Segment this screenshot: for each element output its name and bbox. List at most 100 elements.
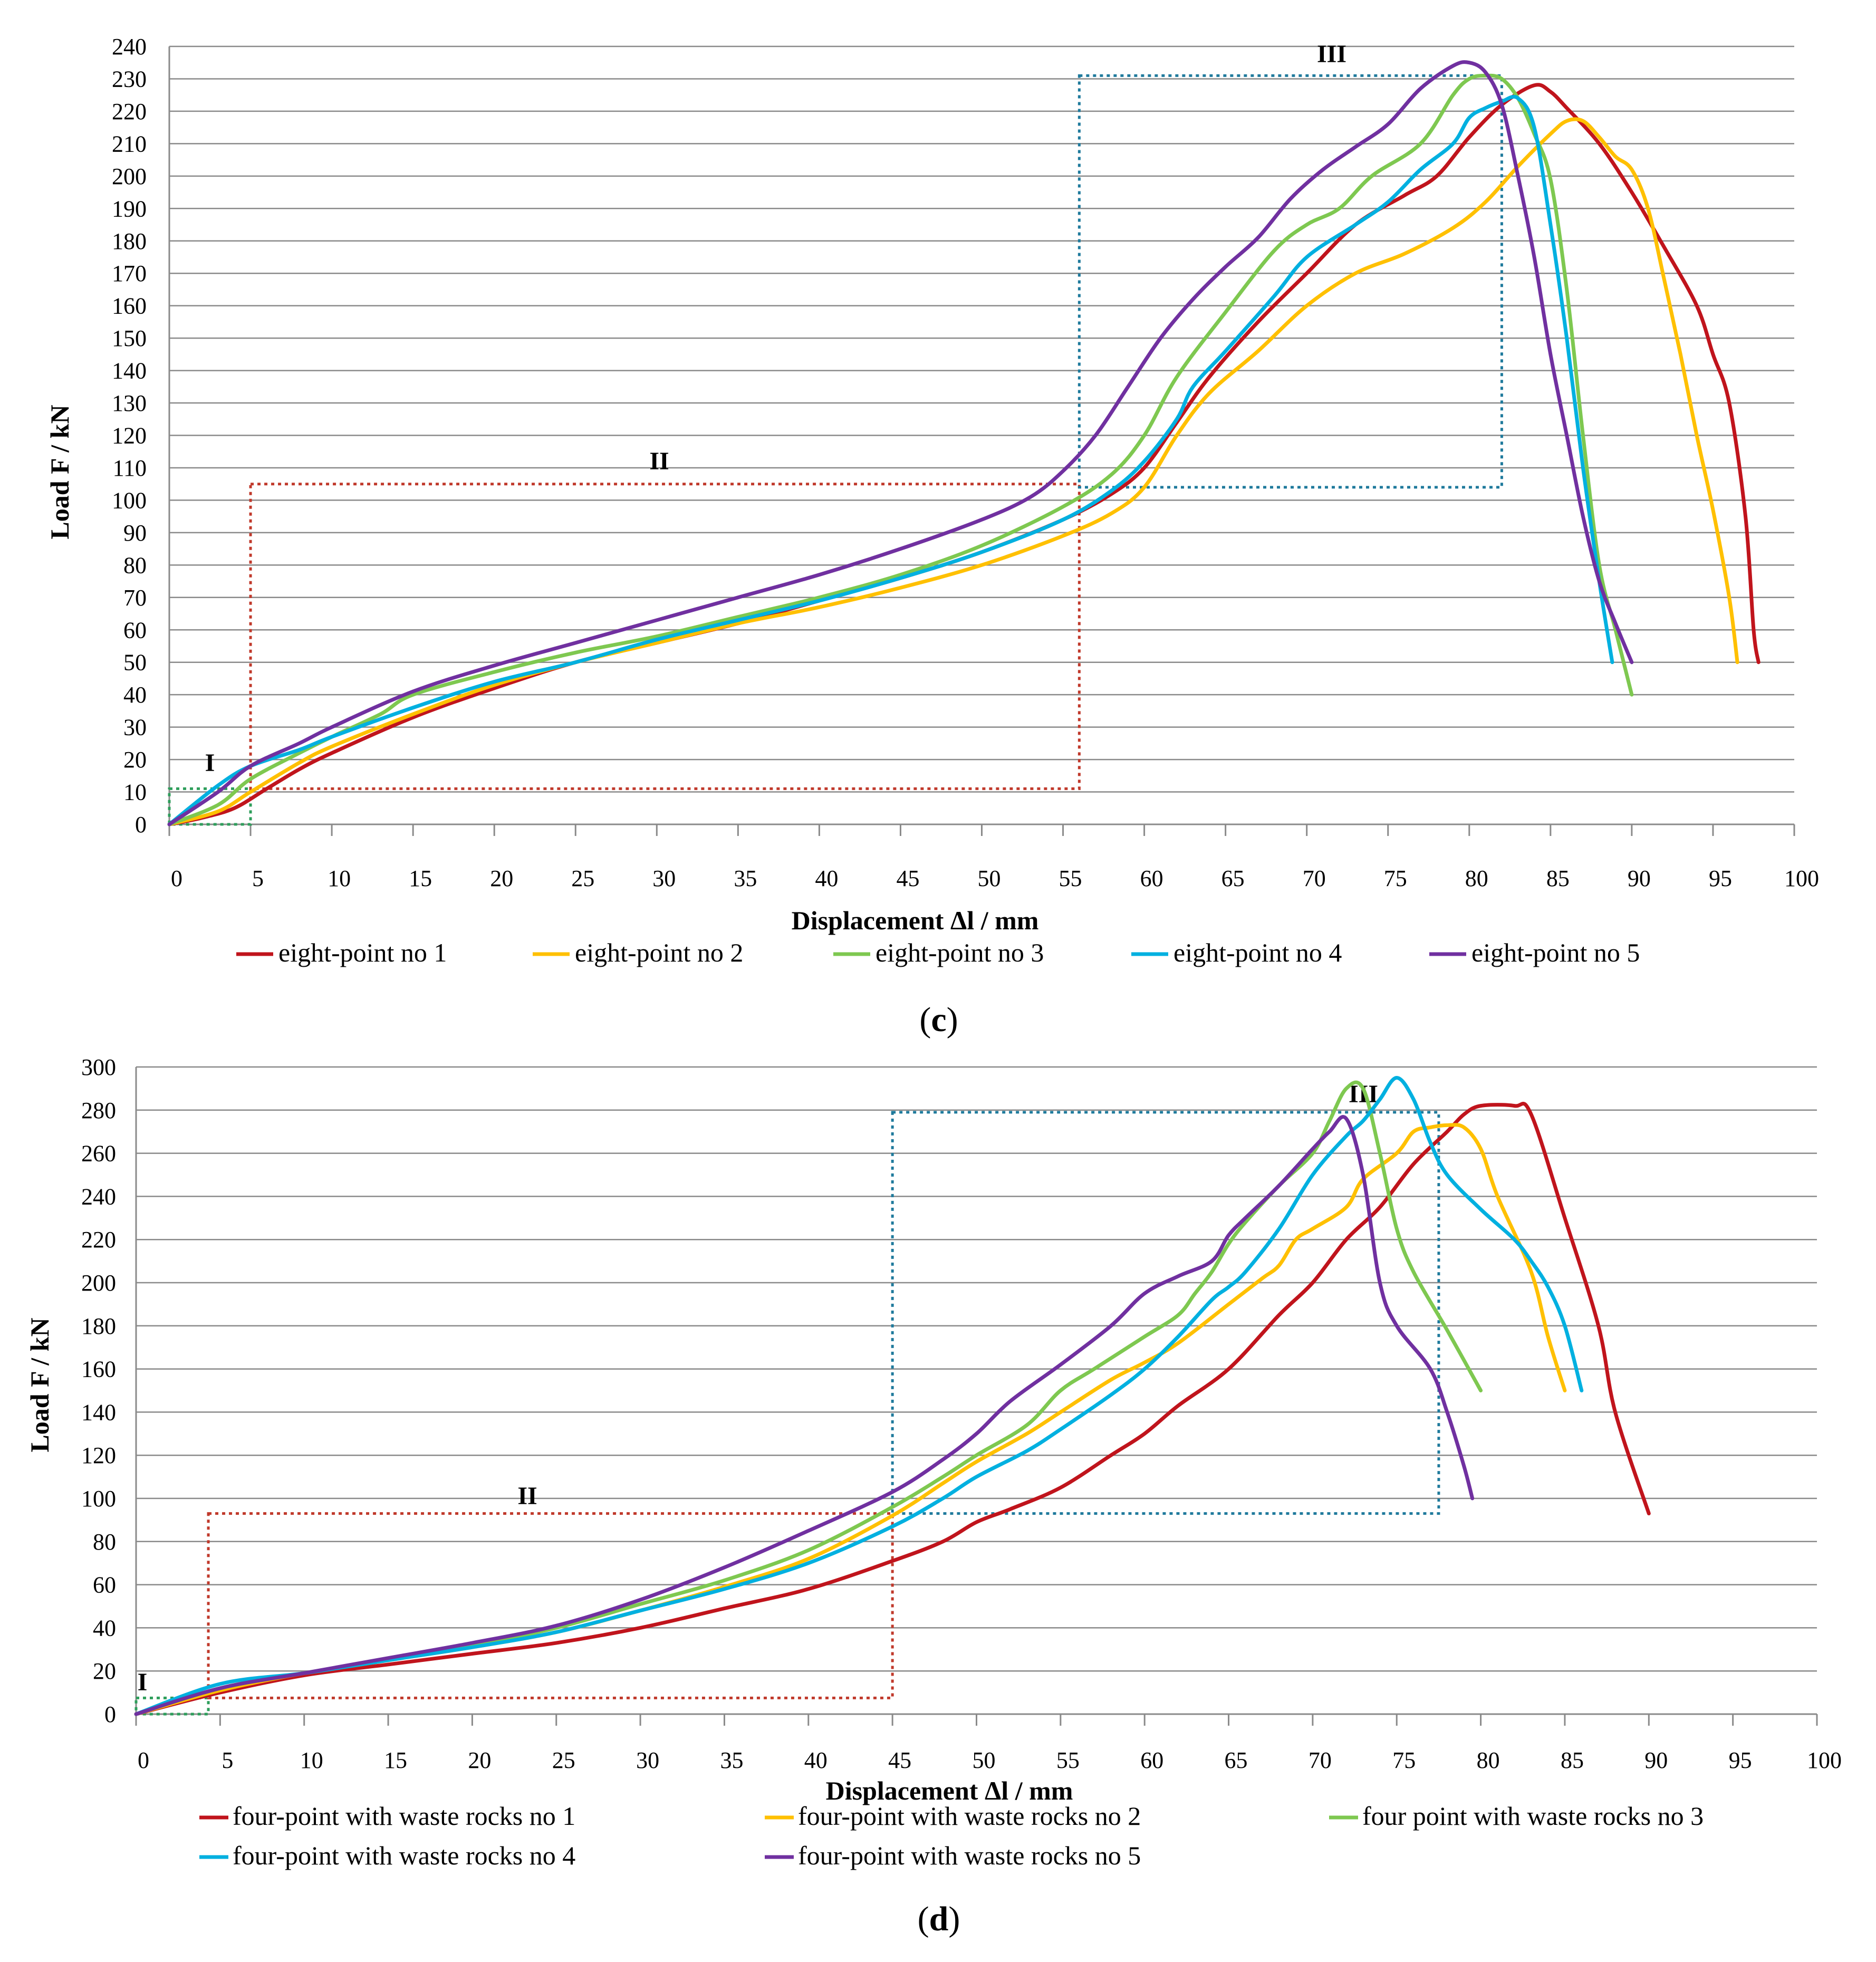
legend-label-5: eight-point no 5	[1471, 938, 1640, 967]
region-label-1: I	[138, 1668, 148, 1696]
y-tick-label: 30	[123, 715, 147, 740]
x-tick-label: 0	[171, 865, 182, 891]
x-tick-label: 85	[1546, 865, 1570, 891]
x-tick-label: 30	[636, 1747, 659, 1773]
x-tick-label: 85	[1561, 1747, 1584, 1773]
x-axis-title: Displacement Δl / mm	[826, 1776, 1073, 1805]
y-tick-label: 60	[123, 617, 147, 643]
y-tick-label: 280	[81, 1098, 116, 1123]
x-tick-label: 80	[1477, 1747, 1500, 1773]
x-tick-label: 60	[1140, 1747, 1163, 1773]
y-tick-label: 0	[104, 1701, 116, 1727]
x-tick-label: 15	[409, 865, 432, 891]
y-tick-label: 150	[112, 325, 147, 351]
y-tick-label: 190	[112, 196, 147, 222]
x-tick-label: 95	[1729, 1747, 1752, 1773]
y-tick-label: 60	[93, 1572, 116, 1598]
series-line-2	[167, 117, 1739, 826]
chart-d: 0204060801001201401601802002202402602803…	[25, 1054, 1842, 1870]
x-tick-label: 45	[888, 1747, 911, 1773]
x-tick-label: 80	[1465, 865, 1488, 891]
series-line-3	[134, 1080, 1483, 1716]
x-tick-label: 25	[552, 1747, 575, 1773]
y-tick-label: 100	[81, 1486, 116, 1512]
series-line-1	[167, 83, 1760, 826]
legend-label-4: four-point with waste rocks no 4	[233, 1841, 575, 1870]
x-tick-label: 30	[652, 865, 676, 891]
region-box-3	[891, 1111, 1440, 1515]
y-tick-label: 180	[112, 228, 147, 254]
region-box-2	[249, 483, 1081, 790]
y-tick-label: 140	[112, 358, 147, 384]
y-tick-label: 100	[112, 487, 147, 513]
y-tick-label: 300	[81, 1054, 116, 1080]
y-tick-label: 40	[93, 1615, 116, 1641]
x-tick-label: 75	[1392, 1747, 1416, 1773]
y-tick-label: 240	[112, 34, 147, 60]
x-tick-label: 90	[1628, 865, 1651, 891]
x-tick-label: 70	[1309, 1747, 1332, 1773]
y-tick-label: 120	[112, 423, 147, 449]
y-tick-label: 210	[112, 131, 147, 157]
y-tick-label: 120	[81, 1442, 116, 1468]
x-tick-label: 15	[384, 1747, 407, 1773]
x-tick-label: 10	[300, 1747, 323, 1773]
y-tick-label: 0	[135, 812, 147, 838]
y-tick-label: 80	[93, 1529, 116, 1555]
y-tick-label: 40	[123, 682, 147, 708]
region-label-2: II	[517, 1482, 537, 1510]
legend-label-2: eight-point no 2	[575, 938, 743, 967]
y-axis-title: Load F / kN	[45, 405, 74, 539]
x-tick-label: 100	[1784, 865, 1819, 891]
caption-d: (d)	[918, 1900, 960, 1938]
region-box-2	[207, 1512, 894, 1699]
caption-c: (c)	[919, 1001, 958, 1039]
series-line-3	[167, 73, 1634, 826]
legend-label-3: four point with waste rocks no 3	[1362, 1801, 1704, 1831]
series-line-4	[167, 94, 1614, 826]
x-tick-label: 5	[252, 865, 264, 891]
x-tick-label: 35	[720, 1747, 743, 1773]
series-line-2	[134, 1123, 1567, 1716]
x-tick-label: 10	[328, 865, 351, 891]
x-tick-label: 60	[1140, 865, 1163, 891]
y-tick-label: 200	[81, 1270, 116, 1296]
y-tick-label: 90	[123, 520, 147, 546]
series-line-4	[134, 1075, 1584, 1716]
y-tick-label: 50	[123, 650, 147, 676]
region-label-3: III	[1317, 40, 1346, 68]
x-tick-label: 65	[1221, 865, 1245, 891]
region-label-1: I	[205, 749, 215, 777]
x-tick-label: 20	[490, 865, 513, 891]
legend-label-4: eight-point no 4	[1173, 938, 1342, 967]
legend-label-1: four-point with waste rocks no 1	[233, 1801, 575, 1831]
x-tick-label: 20	[468, 1747, 491, 1773]
x-tick-label: 25	[571, 865, 594, 891]
y-tick-label: 130	[112, 390, 147, 416]
y-axis-title: Load F / kN	[25, 1317, 54, 1452]
y-tick-label: 20	[93, 1658, 116, 1684]
y-tick-label: 80	[123, 552, 147, 578]
region-box-3	[1078, 74, 1503, 489]
y-tick-label: 220	[81, 1227, 116, 1253]
y-tick-label: 260	[81, 1141, 116, 1167]
chart-c: 0102030405060708090100110120130140150160…	[45, 34, 1819, 967]
x-tick-label: 0	[138, 1747, 149, 1773]
x-tick-label: 95	[1709, 865, 1732, 891]
series-line-5	[167, 60, 1634, 826]
x-tick-label: 75	[1384, 865, 1407, 891]
x-tick-label: 50	[973, 1747, 996, 1773]
region-box-1	[168, 787, 252, 826]
y-tick-label: 70	[123, 585, 147, 611]
x-tick-label: 50	[978, 865, 1001, 891]
legend-label-5: four-point with waste rocks no 5	[798, 1841, 1141, 1870]
x-tick-label: 65	[1225, 1747, 1248, 1773]
x-axis-title: Displacement Δl / mm	[792, 906, 1039, 935]
x-tick-label: 45	[896, 865, 919, 891]
y-tick-label: 20	[123, 747, 147, 773]
legend-label-1: eight-point no 1	[278, 938, 447, 967]
y-tick-label: 220	[112, 99, 147, 124]
y-tick-label: 230	[112, 66, 147, 92]
region-box-1	[134, 1696, 210, 1716]
